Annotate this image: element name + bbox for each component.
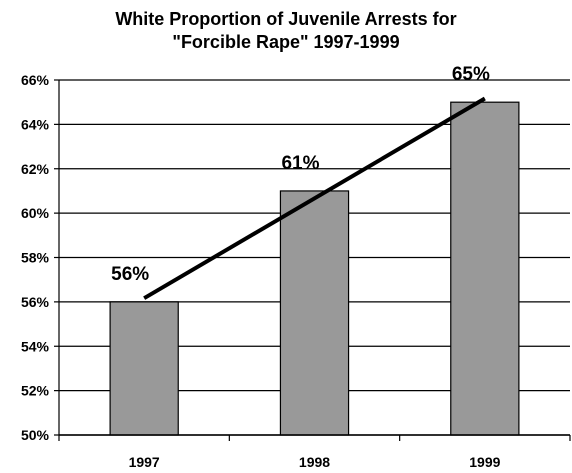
y-tick-label: 50%: [21, 427, 50, 443]
y-tick-label: 64%: [21, 116, 50, 132]
x-tick-label: 1997: [129, 454, 160, 470]
y-tick-label: 62%: [21, 161, 50, 177]
chart-title-line-1: White Proportion of Juvenile Arrests for: [115, 9, 457, 29]
data-label: 56%: [111, 264, 149, 285]
y-tick-label: 52%: [21, 383, 50, 399]
bar-1999: [450, 101, 520, 436]
data-label: 65%: [452, 64, 490, 85]
y-tick-label: 66%: [21, 72, 50, 88]
trendline: [143, 96, 486, 300]
data-label: 61%: [281, 153, 319, 174]
chart-title-line-2: "Forcible Rape" 1997-1999: [172, 32, 400, 52]
bar-1997: [109, 301, 179, 436]
y-tick-label: 56%: [21, 294, 50, 310]
chart-title: White Proportion of Juvenile Arrests for…: [0, 8, 572, 54]
y-tick-label: 54%: [21, 338, 50, 354]
bar-1998: [279, 190, 350, 436]
x-tick-label: 1998: [299, 454, 330, 470]
y-tick-label: 60%: [21, 205, 50, 221]
y-tick-label: 58%: [21, 250, 50, 266]
x-tick-label: 1999: [469, 454, 500, 470]
